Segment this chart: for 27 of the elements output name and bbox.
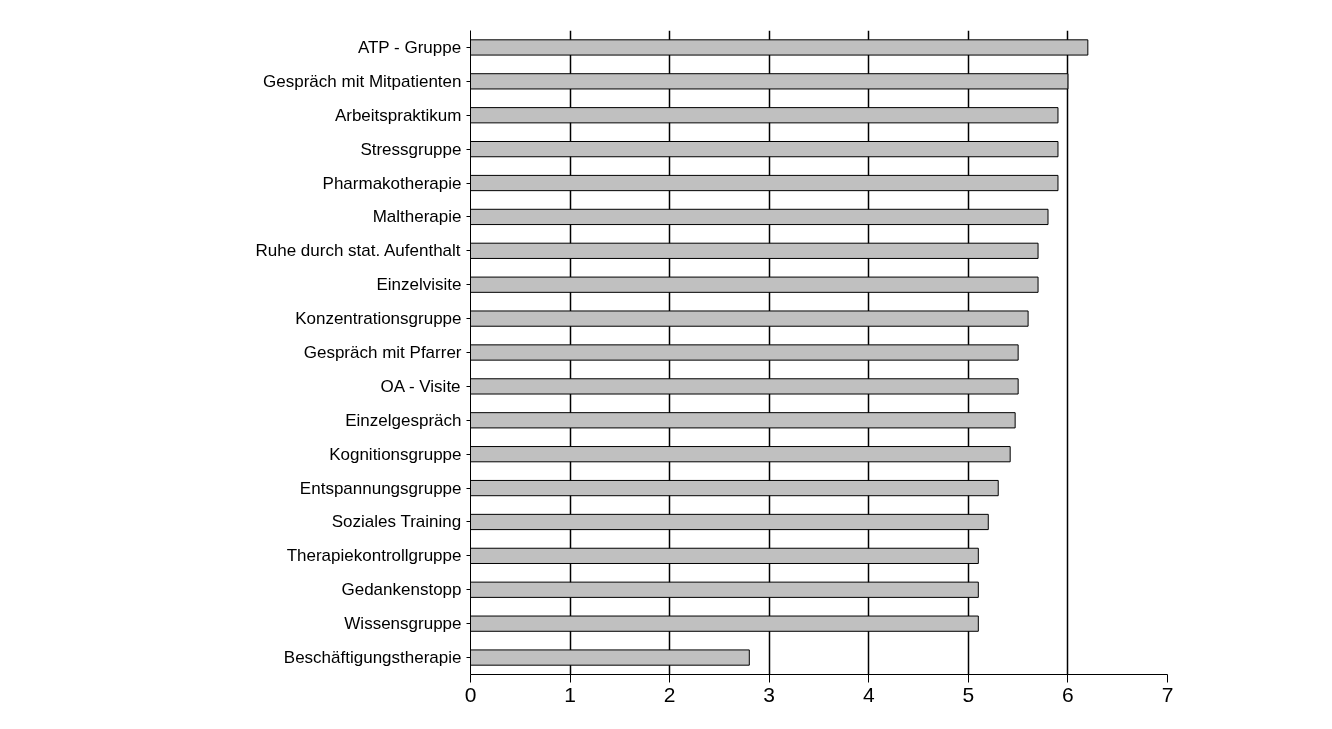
x-tick-label: 2 bbox=[663, 682, 676, 706]
y-tick-label: Gespräch mit Mitpatienten bbox=[263, 71, 462, 91]
y-tick-label: Konzentrationsgruppe bbox=[295, 309, 462, 329]
y-tick-label: Wissensgruppe bbox=[344, 614, 462, 634]
y-tick-label: Stressgruppe bbox=[360, 139, 462, 159]
y-tick-label: Gedankenstopp bbox=[341, 580, 462, 600]
x-tick-label: 1 bbox=[564, 682, 576, 706]
y-tick-label: Arbeitspraktikum bbox=[334, 105, 462, 125]
y-tick-label: Pharmakotherapie bbox=[322, 173, 462, 193]
y-tick-label: Soziales Training bbox=[331, 512, 462, 532]
y-tick-label: Maltherapie bbox=[372, 207, 462, 227]
y-tick-label: OA - Visite bbox=[380, 376, 461, 396]
x-tick-label: 5 bbox=[962, 682, 975, 706]
y-tick-label: Ruhe durch stat. Aufenthalt bbox=[255, 241, 461, 261]
x-tick-label: 0 bbox=[464, 682, 477, 706]
y-tick-label: Entspannungsgruppe bbox=[299, 478, 462, 498]
y-tick-label: Einzelgespräch bbox=[345, 410, 462, 430]
y-tick-label: Beschäftigungstherapie bbox=[283, 648, 462, 668]
x-tick-label: 3 bbox=[763, 682, 776, 706]
y-tick-label: Therapiekontrollgruppe bbox=[286, 546, 462, 566]
y-tick-label: ATP - Gruppe bbox=[357, 37, 462, 57]
x-tick-label: 4 bbox=[862, 682, 875, 706]
y-tick-label: Kognitionsgruppe bbox=[329, 444, 462, 464]
y-tick-label: Gespräch mit Pfarrer bbox=[303, 343, 462, 362]
y-tick-label: Einzelvisite bbox=[376, 275, 462, 295]
x-tick-label: 6 bbox=[1062, 682, 1074, 706]
x-tick-label: 7 bbox=[1161, 682, 1174, 706]
